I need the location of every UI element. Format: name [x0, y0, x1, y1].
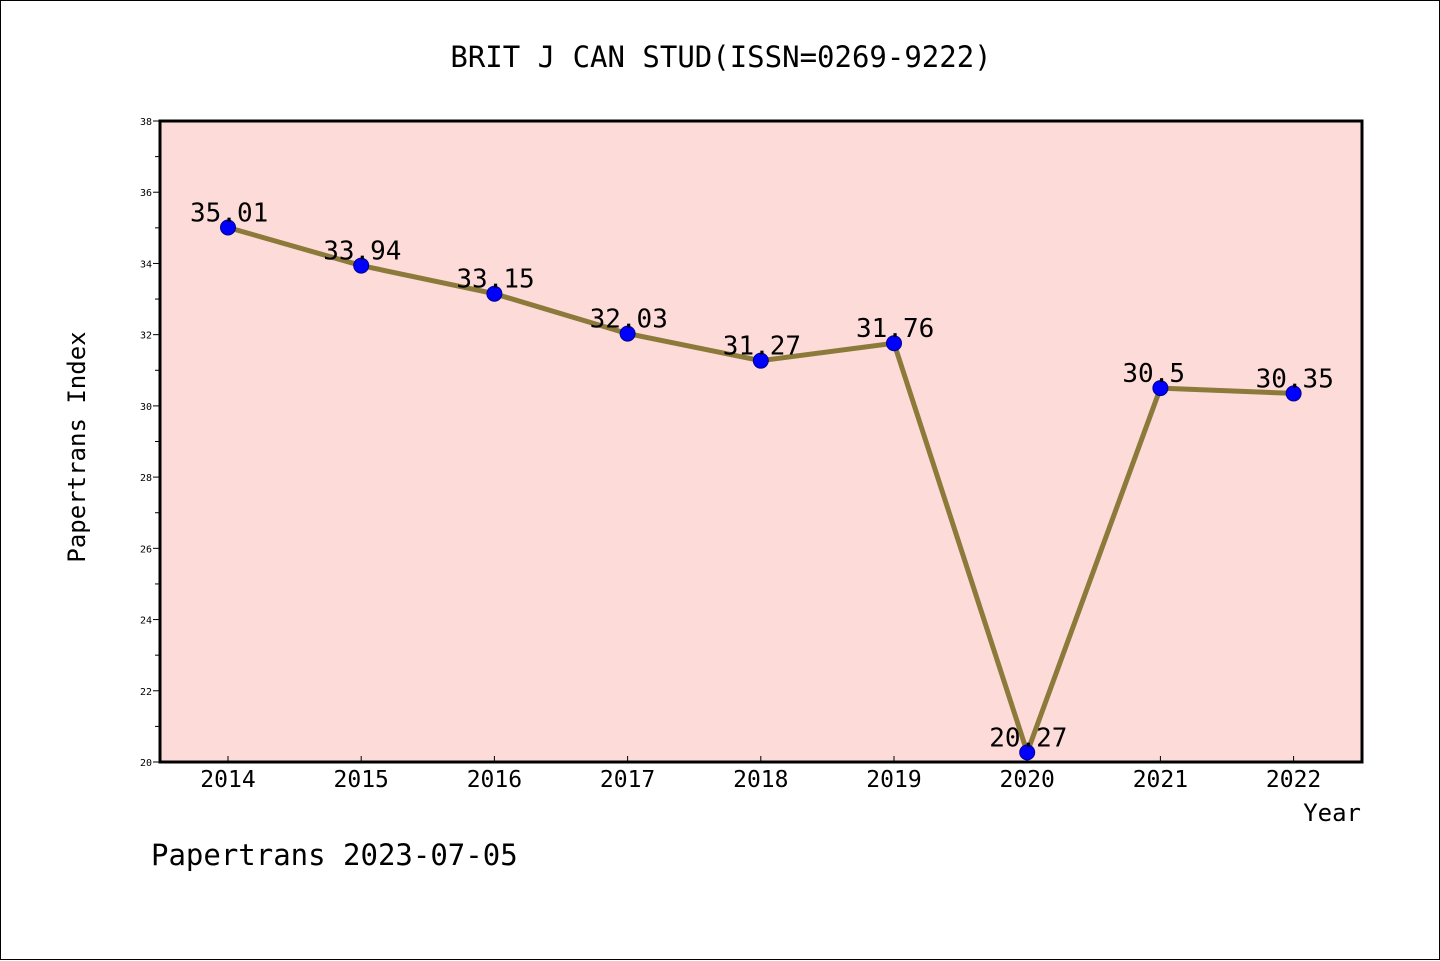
x-tick-label: 2017: [600, 767, 655, 793]
y-tick-label: 36: [140, 188, 152, 199]
y-tick-label: 28: [140, 473, 152, 484]
x-tick-label: 2014: [200, 767, 255, 793]
x-axis: 2014 2015 2016 2017 2018 2019 2020 2021 2022: [200, 756, 1321, 793]
data-label: 32.03: [590, 305, 668, 335]
y-tick-label: 26: [140, 544, 152, 555]
data-label: 30.35: [1256, 364, 1334, 394]
x-tick-label: 2022: [1266, 767, 1321, 793]
data-point: [353, 257, 370, 274]
y-tick-label: 32: [140, 331, 152, 342]
y-axis: 20 22 24 26 28 30 32 34 36 38: [140, 117, 160, 769]
y-tick-label: 38: [140, 117, 152, 128]
chart-title: BRIT J CAN STUD(ISSN=0269-9222): [450, 40, 991, 74]
x-tick-label: 2021: [1133, 767, 1188, 793]
data-point: [752, 352, 769, 369]
plot-area: [158, 119, 1364, 764]
x-tick-label: 2016: [467, 767, 522, 793]
data-label: 20.27: [989, 723, 1067, 753]
data-label: 31.27: [723, 332, 801, 362]
data-point: [486, 285, 503, 302]
x-tick-label: 2015: [334, 767, 389, 793]
data-point: [220, 219, 236, 236]
data-label: 33.94: [323, 237, 401, 267]
x-tick-label: 2018: [733, 767, 788, 793]
data-label: 35.01: [190, 198, 268, 228]
data-point: [886, 335, 902, 352]
x-tick-label: 2019: [866, 767, 921, 793]
y-tick-label: 24: [140, 616, 152, 627]
data-point: [1285, 385, 1302, 402]
data-point: [1152, 380, 1169, 397]
x-tick-label: 2020: [1000, 767, 1055, 793]
data-point: [619, 325, 636, 342]
data-labels: 35.01 33.94 33.15 32.03 31.27 31.76 20.27 30.5 3…: [190, 198, 1334, 753]
data-point: [1019, 744, 1036, 761]
y-tick-label: 30: [140, 402, 152, 413]
x-axis-label: Year: [1303, 799, 1361, 827]
y-tick-label: 20: [140, 758, 152, 769]
series-layer: [220, 219, 1302, 761]
data-label: 30.5: [1122, 359, 1185, 389]
data-label: 31.76: [856, 314, 934, 344]
footer-stamp: Papertrans 2023-07-05: [151, 838, 518, 872]
data-label: 33.15: [456, 265, 534, 295]
y-tick-label: 34: [140, 259, 152, 270]
y-tick-label: 22: [140, 687, 152, 698]
y-axis-label: Papertrans Index: [63, 331, 91, 562]
